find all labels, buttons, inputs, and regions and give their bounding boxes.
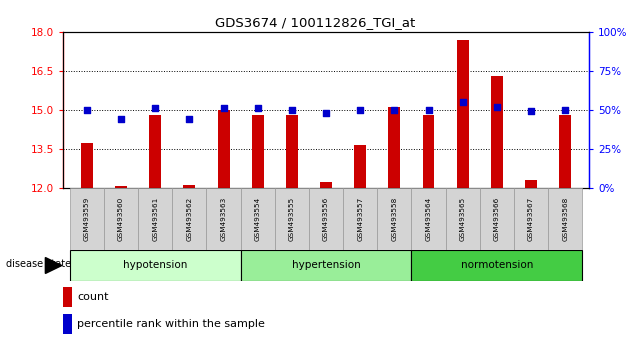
Bar xyxy=(320,182,332,188)
Text: GSM493560: GSM493560 xyxy=(118,196,124,241)
Text: GSM493554: GSM493554 xyxy=(255,196,261,241)
Bar xyxy=(183,185,195,188)
Text: GSM493566: GSM493566 xyxy=(494,196,500,241)
Bar xyxy=(525,180,537,188)
Bar xyxy=(479,188,514,250)
Point xyxy=(526,108,536,114)
Bar xyxy=(559,115,571,188)
Text: GSM493561: GSM493561 xyxy=(152,196,158,241)
Bar xyxy=(63,287,72,307)
Bar xyxy=(241,188,275,250)
Point xyxy=(389,107,399,113)
Bar xyxy=(104,188,138,250)
Text: hypertension: hypertension xyxy=(292,261,360,270)
Bar xyxy=(63,314,72,334)
Bar xyxy=(217,110,229,188)
Point xyxy=(116,116,126,122)
Text: GSM493559: GSM493559 xyxy=(84,196,90,241)
Bar xyxy=(173,188,207,250)
Bar xyxy=(411,188,445,250)
Point xyxy=(82,107,92,113)
Point xyxy=(457,99,467,105)
Text: disease state: disease state xyxy=(6,259,71,269)
Point xyxy=(185,116,195,122)
Bar xyxy=(491,76,503,188)
Text: GSM493562: GSM493562 xyxy=(186,196,192,241)
Point xyxy=(423,107,433,113)
Text: GSM493558: GSM493558 xyxy=(391,196,398,241)
Text: GSM493565: GSM493565 xyxy=(460,196,466,241)
Point xyxy=(253,105,263,111)
Point xyxy=(150,105,160,111)
Bar xyxy=(548,188,582,250)
Bar xyxy=(354,145,366,188)
Bar xyxy=(445,188,479,250)
Bar xyxy=(138,188,173,250)
Text: GDS3674 / 100112826_TGI_at: GDS3674 / 100112826_TGI_at xyxy=(215,16,415,29)
Bar xyxy=(514,188,548,250)
Text: GSM493564: GSM493564 xyxy=(425,196,432,241)
Bar xyxy=(377,188,411,250)
Bar xyxy=(115,186,127,188)
Text: hypotension: hypotension xyxy=(123,261,187,270)
Bar xyxy=(286,115,298,188)
Point xyxy=(355,107,365,113)
Point xyxy=(560,107,570,113)
Text: GSM493567: GSM493567 xyxy=(528,196,534,241)
Bar xyxy=(70,250,241,281)
Bar xyxy=(252,115,264,188)
Bar xyxy=(70,188,104,250)
Point xyxy=(219,105,229,111)
Bar xyxy=(275,188,309,250)
Bar xyxy=(207,188,241,250)
Text: GSM493557: GSM493557 xyxy=(357,196,363,241)
Text: GSM493555: GSM493555 xyxy=(289,196,295,241)
Bar xyxy=(343,188,377,250)
Bar xyxy=(149,115,161,188)
Text: GSM493568: GSM493568 xyxy=(562,196,568,241)
Text: GSM493563: GSM493563 xyxy=(220,196,227,241)
Bar xyxy=(423,115,435,188)
Bar xyxy=(388,107,400,188)
Bar xyxy=(309,188,343,250)
Point xyxy=(287,107,297,113)
Polygon shape xyxy=(45,258,62,273)
Bar xyxy=(411,250,582,281)
Text: normotension: normotension xyxy=(461,261,533,270)
Text: GSM493556: GSM493556 xyxy=(323,196,329,241)
Bar xyxy=(81,143,93,188)
Point xyxy=(321,110,331,116)
Text: percentile rank within the sample: percentile rank within the sample xyxy=(77,319,265,329)
Point xyxy=(492,104,502,109)
Text: count: count xyxy=(77,292,109,302)
Bar xyxy=(457,40,469,188)
Bar xyxy=(241,250,411,281)
